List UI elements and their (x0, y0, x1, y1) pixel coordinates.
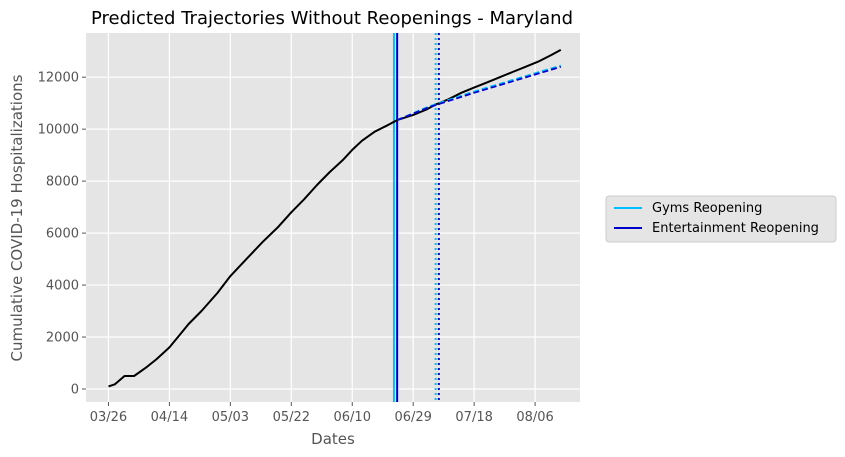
y-tick-label: 2000 (46, 331, 79, 346)
series-observed (108, 49, 562, 388)
y-axis-ticks: 0 2000 4000 6000 8000 10000 12000 (38, 71, 86, 398)
x-tick-label: 06/10 (334, 410, 371, 425)
legend: Gyms Reopening Entertainment Reopening (605, 195, 837, 243)
reopening-lines (392, 33, 440, 402)
x-tick-label: 05/22 (273, 410, 310, 425)
series-lines (108, 49, 562, 388)
series-entertainment-predicted (396, 65, 562, 121)
x-tick-label: 05/03 (212, 410, 249, 425)
y-tick-label: 8000 (46, 175, 79, 190)
x-tick-label: 03/26 (90, 410, 127, 425)
grid (86, 33, 580, 402)
y-tick-label: 0 (71, 383, 79, 398)
x-axis-ticks: 03/26 04/14 05/03 05/22 06/10 06/29 07/18 08/06 (90, 402, 554, 425)
plot-area (86, 33, 580, 402)
series-gyms-predicted (396, 64, 562, 121)
x-tick-label: 06/29 (394, 410, 431, 425)
x-tick-label: 07/18 (455, 410, 492, 425)
y-tick-label: 4000 (46, 279, 79, 294)
x-axis-title: Dates (311, 430, 355, 448)
legend-label-entertainment: Entertainment Reopening (652, 221, 819, 236)
legend-label-gyms: Gyms Reopening (652, 201, 762, 216)
legend-box (605, 195, 837, 243)
y-tick-label: 10000 (38, 123, 79, 138)
x-tick-label: 08/06 (516, 410, 553, 425)
y-axis-title: Cumulative COVID-19 Hospitalizations (8, 74, 26, 361)
x-tick-label: 04/14 (151, 410, 188, 425)
y-tick-label: 6000 (46, 227, 79, 242)
chart-title: Predicted Trajectories Without Reopening… (91, 8, 573, 29)
y-tick-label: 12000 (38, 71, 79, 86)
